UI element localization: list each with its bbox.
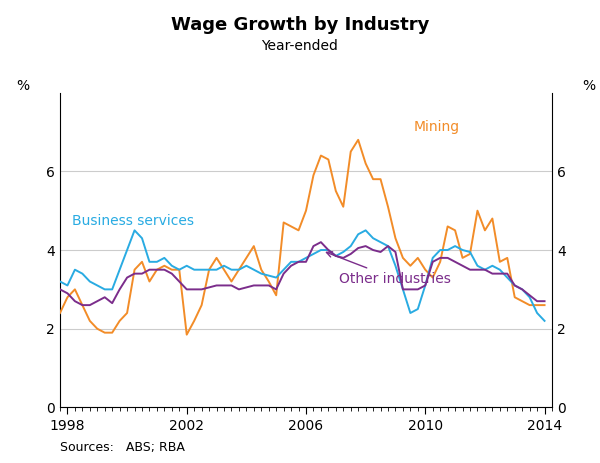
Text: Business services: Business services (72, 214, 194, 228)
Text: Wage Growth by Industry: Wage Growth by Industry (171, 16, 429, 34)
Text: %: % (17, 79, 29, 93)
Text: Year-ended: Year-ended (262, 39, 338, 53)
Text: Other industries: Other industries (326, 252, 451, 286)
Text: Sources:   ABS; RBA: Sources: ABS; RBA (60, 441, 185, 454)
Text: Mining: Mining (413, 120, 460, 134)
Text: %: % (583, 79, 595, 93)
